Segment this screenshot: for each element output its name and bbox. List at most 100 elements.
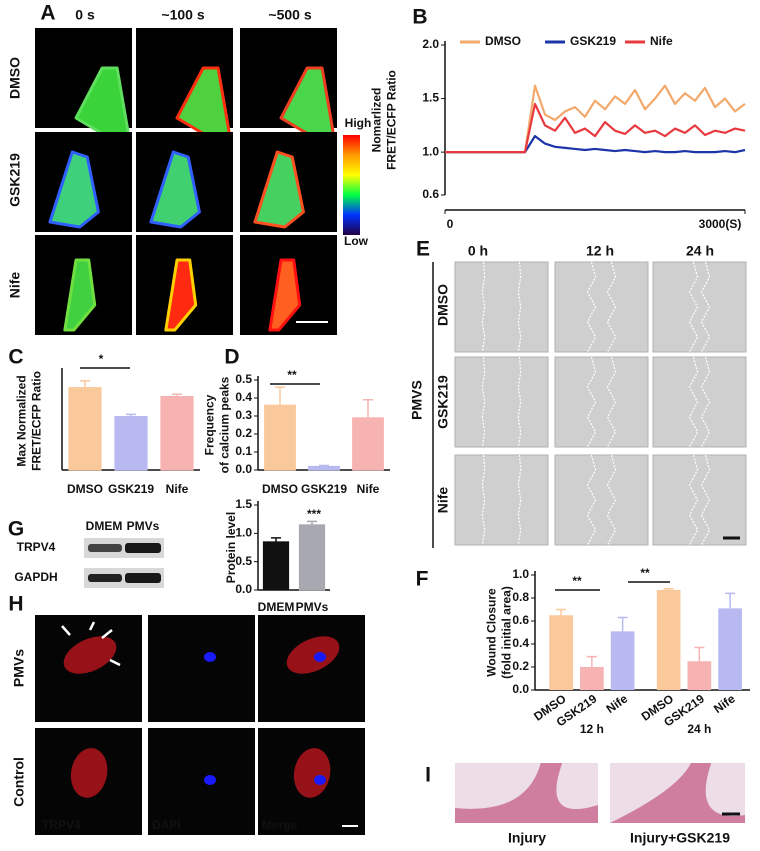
series-line <box>445 84 746 154</box>
series-line <box>445 102 746 154</box>
bar <box>549 615 573 690</box>
x-tick-label: Nife <box>166 482 189 496</box>
micrograph <box>148 728 255 835</box>
color-bar <box>343 135 360 235</box>
y-tick-label: 0.4 <box>235 390 252 404</box>
error-bar <box>725 592 736 609</box>
error-bar <box>663 588 674 590</box>
series-line <box>445 134 746 154</box>
y-axis-label: Protein level <box>224 512 238 583</box>
wound-edge <box>586 356 597 448</box>
y-tick-label: 0.0 <box>235 462 252 476</box>
tissue <box>610 763 745 823</box>
lane-label: PMVs <box>127 519 160 533</box>
y-tick-label: 0.2 <box>512 659 529 673</box>
wound-edge <box>586 454 597 546</box>
wound-edge <box>481 454 486 546</box>
caption: Injury+GSK219 <box>630 830 730 846</box>
y-axis-label: Nomarlized <box>370 88 384 153</box>
micrograph <box>652 261 747 353</box>
wound-edge <box>517 261 522 353</box>
band <box>88 574 122 582</box>
row-label: Nife <box>435 487 451 514</box>
arrow <box>101 629 113 639</box>
channel-label: TRPV4 <box>42 818 81 832</box>
colorbar-label: Low <box>344 234 369 248</box>
micrograph <box>454 454 549 546</box>
row-label: Control <box>11 757 27 807</box>
y-tick-label: 1.5 <box>235 497 252 511</box>
error-bar <box>271 537 281 542</box>
column-header: 12 h <box>586 243 614 259</box>
panel-letter: H <box>8 593 23 616</box>
panel-letter: B <box>412 6 427 29</box>
significance: ** <box>572 574 582 588</box>
bar <box>68 387 102 471</box>
wound-edge <box>688 356 699 448</box>
cell <box>164 258 198 332</box>
cell <box>293 748 331 798</box>
error-bar <box>556 608 567 616</box>
arrow <box>61 625 71 636</box>
error-bar <box>172 393 182 397</box>
bar <box>298 524 326 591</box>
panel-letter: I <box>425 764 431 787</box>
wound-edge <box>700 454 711 546</box>
row-label: DMSO <box>7 57 23 99</box>
micrograph <box>454 356 549 448</box>
cell <box>149 150 201 229</box>
y-tick-label: 1.0 <box>512 567 529 581</box>
nucleus <box>204 775 216 785</box>
colorbar-label: High <box>345 116 372 130</box>
bar <box>687 661 712 690</box>
column-header: 0 h <box>468 243 488 259</box>
cell <box>70 748 108 798</box>
error-bar <box>80 380 90 388</box>
wound-edge <box>606 261 617 353</box>
row-label: GSK219 <box>435 375 451 429</box>
panel-letter: G <box>8 518 24 541</box>
significance: ** <box>287 368 297 382</box>
cell <box>63 636 117 674</box>
y-axis-label: Wound Closure <box>485 588 499 677</box>
x-tick-label: DMSO <box>262 482 298 496</box>
error-bar <box>307 520 317 525</box>
row-label: Nife <box>7 272 23 299</box>
group-label: PMVS <box>409 380 425 420</box>
cell <box>253 150 305 229</box>
y-axis-label: Max Normalized <box>15 375 29 466</box>
nucleus <box>314 652 326 662</box>
wound-edge <box>606 356 617 448</box>
bar <box>114 416 148 471</box>
row-label: PMVs <box>11 649 27 687</box>
wound-edge <box>586 261 597 353</box>
y-tick-label: 0.6 <box>512 613 529 627</box>
bar <box>262 541 290 591</box>
band <box>125 543 161 553</box>
error-bar <box>275 386 285 406</box>
x-tick-label: 3000(S) <box>699 217 742 231</box>
y-axis-label: (fold initial area) <box>500 586 514 679</box>
y-tick-label: 1.5 <box>422 91 439 105</box>
y-tick-label: 1.0 <box>235 526 252 540</box>
column-header: ~100 s <box>161 7 204 23</box>
bar <box>308 465 340 471</box>
cell <box>48 150 100 229</box>
arrow <box>88 621 96 631</box>
wound-edge <box>688 454 699 546</box>
significance: *** <box>307 507 321 521</box>
significance: ** <box>640 566 650 580</box>
panel-letter: F <box>416 568 429 591</box>
x-tick-label: GSK219 <box>301 482 347 496</box>
nucleus <box>314 775 326 785</box>
micrograph <box>652 454 747 546</box>
legend-label: GSK219 <box>570 34 616 48</box>
panel-letter: D <box>224 346 239 369</box>
column-header: 24 h <box>686 243 714 259</box>
wound-edge <box>688 261 699 353</box>
y-tick-label: 0.0 <box>235 582 252 596</box>
bar <box>352 417 384 471</box>
row-label: GSK219 <box>7 153 23 207</box>
error-bar <box>617 616 628 632</box>
